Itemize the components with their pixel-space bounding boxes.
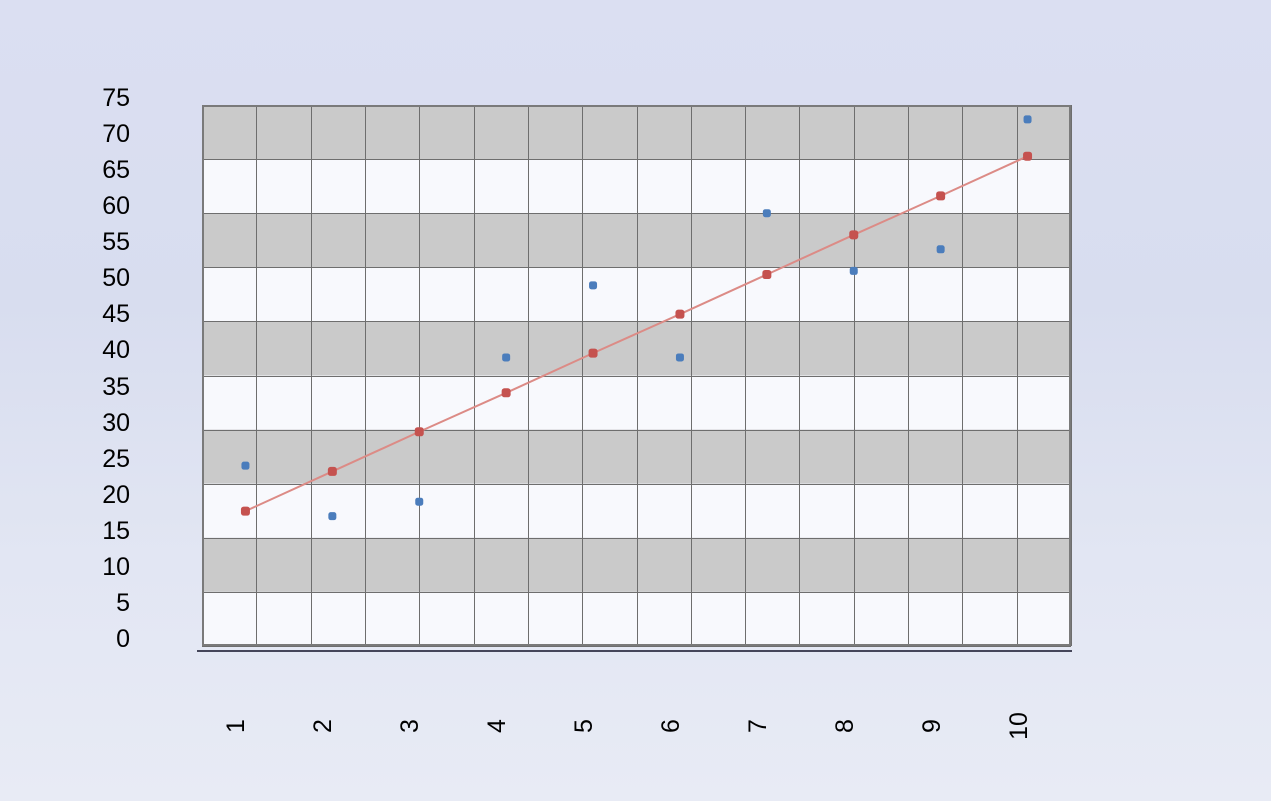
data-point xyxy=(502,353,511,362)
trend-point xyxy=(240,506,250,516)
y-axis-tick-label: 60 xyxy=(102,192,130,221)
y-axis-tick-label: 45 xyxy=(102,300,130,329)
x-axis-line xyxy=(197,650,1072,652)
y-axis-tick-label: 50 xyxy=(102,264,130,293)
trend-point xyxy=(936,191,946,201)
x-axis-tick-label: 7 xyxy=(743,719,772,733)
plot-area xyxy=(202,105,1072,647)
x-axis-tick-label: 4 xyxy=(482,719,511,733)
data-point xyxy=(849,266,858,275)
x-axis-tick-label: 2 xyxy=(308,719,337,733)
data-point xyxy=(1023,115,1032,124)
trend-point xyxy=(849,230,859,240)
wall-band xyxy=(202,159,1071,214)
y-axis-tick-label: 25 xyxy=(102,444,130,473)
data-point xyxy=(589,281,598,290)
x-axis-tick-label: 5 xyxy=(569,719,598,733)
y-axis-tick-label: 30 xyxy=(102,408,130,437)
wall-band xyxy=(202,429,1071,484)
data-point xyxy=(675,353,684,362)
x-axis-tick-label: 6 xyxy=(656,719,685,733)
y-axis-tick-label: 65 xyxy=(102,156,130,185)
trend-point xyxy=(675,309,685,319)
wall-band xyxy=(202,591,1071,646)
plot-border xyxy=(202,105,1071,646)
data-point xyxy=(328,512,337,521)
x-axis-tick-label: 1 xyxy=(221,719,250,733)
y-axis-tick-label: 55 xyxy=(102,228,130,257)
x-axis-tick-label: 9 xyxy=(917,719,946,733)
trend-point xyxy=(588,348,598,358)
data-point xyxy=(415,497,424,506)
y-axis-tick-label: 0 xyxy=(116,625,130,653)
y-axis-tick-label: 40 xyxy=(102,336,130,365)
trend-line xyxy=(245,155,1028,513)
y-axis-tick-label: 5 xyxy=(116,588,130,617)
wall-band xyxy=(202,321,1071,376)
data-point xyxy=(241,461,250,470)
trend-point xyxy=(1023,151,1033,161)
wall-band xyxy=(202,375,1071,430)
wall-band xyxy=(202,483,1071,538)
trend-point xyxy=(414,427,424,437)
wall-band xyxy=(202,105,1071,160)
x-axis-tick-label: 10 xyxy=(1004,712,1033,740)
y-axis-tick-label: 15 xyxy=(102,516,130,545)
trend-point xyxy=(762,270,772,280)
wall-band xyxy=(202,267,1071,322)
y-axis-tick-label: 70 xyxy=(102,120,130,149)
x-axis-tick-label: 3 xyxy=(395,719,424,733)
data-point xyxy=(762,209,771,218)
y-axis-tick-label: 35 xyxy=(102,372,130,401)
wall-band xyxy=(202,213,1071,268)
trend-point xyxy=(327,466,337,476)
x-axis-tick-label: 8 xyxy=(830,719,859,733)
trend-point xyxy=(501,388,511,398)
wall-band xyxy=(202,537,1071,592)
y-axis-tick-label: 20 xyxy=(102,480,130,509)
y-axis-tick-label: 10 xyxy=(102,552,130,581)
data-point xyxy=(936,245,945,254)
y-axis-tick-label: 75 xyxy=(102,84,130,112)
